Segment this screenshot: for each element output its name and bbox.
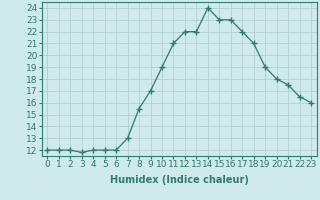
X-axis label: Humidex (Indice chaleur): Humidex (Indice chaleur) [110,175,249,185]
